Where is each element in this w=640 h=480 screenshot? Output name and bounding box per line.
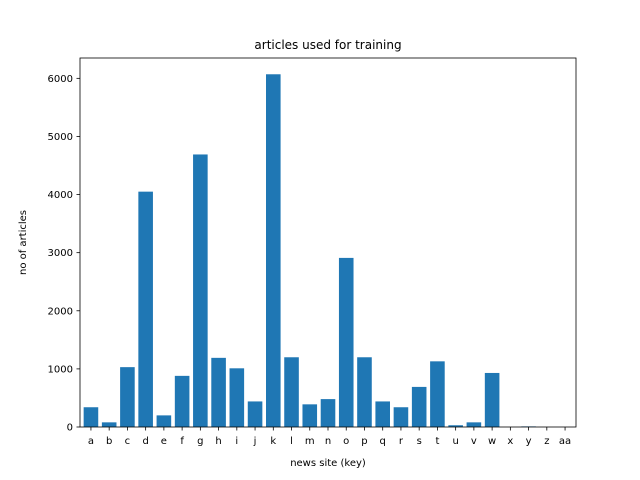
- x-tick-label: w: [488, 436, 496, 447]
- x-tick-label: k: [270, 436, 276, 447]
- bar-s: [411, 386, 427, 427]
- x-tick-label: b: [106, 436, 112, 447]
- x-tick-label: u: [452, 436, 458, 447]
- bar-b: [101, 422, 117, 427]
- plot-frame: [79, 57, 577, 428]
- x-axis-label: news site (key): [290, 458, 366, 469]
- x-tick-label: l: [290, 436, 293, 447]
- bar-v: [466, 422, 482, 427]
- bar-l: [284, 357, 299, 427]
- bar-t: [430, 361, 445, 427]
- bar-q: [375, 401, 390, 427]
- x-tick-label: m: [305, 436, 315, 447]
- x-tick-label: p: [361, 436, 367, 447]
- bar-p: [357, 357, 372, 427]
- bar-n: [320, 399, 336, 427]
- y-axis-label: no of articles: [18, 210, 29, 275]
- x-tick-label: i: [235, 436, 238, 447]
- bar-w: [484, 372, 500, 427]
- bars-group: [83, 74, 536, 427]
- y-tick-label: 3000: [48, 248, 73, 259]
- x-tick-label: h: [215, 436, 221, 447]
- y-tick-label: 4000: [48, 190, 73, 201]
- x-tick-label: f: [180, 436, 184, 447]
- y-tick-label: 2000: [48, 306, 73, 317]
- bar-d: [138, 191, 153, 427]
- x-axis-ticks: a b c d e f g h i j k l m n o p q r s t u v w x y z aa: [88, 427, 571, 447]
- y-tick-label: 1000: [48, 364, 73, 375]
- bar-g: [193, 154, 208, 427]
- x-tick-label: r: [399, 436, 404, 447]
- x-tick-label: o: [343, 436, 349, 447]
- bar-h: [211, 357, 226, 427]
- x-tick-label: v: [471, 436, 477, 447]
- y-tick-label: 6000: [48, 74, 73, 85]
- bar-u: [448, 425, 463, 427]
- x-tick-label: y: [526, 436, 532, 447]
- x-tick-label: e: [161, 436, 167, 447]
- x-tick-label: g: [197, 436, 203, 447]
- x-tick-label: z: [544, 436, 549, 447]
- x-tick-label: d: [142, 436, 148, 447]
- x-tick-label: aa: [559, 436, 571, 447]
- bar-i: [229, 368, 245, 427]
- bar-j: [247, 401, 263, 427]
- chart-title: articles used for training: [254, 38, 401, 52]
- bar-k: [266, 74, 281, 427]
- bar-o: [338, 257, 354, 427]
- bar-f: [174, 375, 190, 427]
- x-tick-label: q: [380, 436, 386, 447]
- x-tick-label: n: [325, 436, 331, 447]
- y-tick-label: 0: [67, 423, 73, 434]
- bar-a: [83, 407, 99, 427]
- x-tick-label: a: [88, 436, 94, 447]
- x-tick-label: s: [417, 436, 422, 447]
- x-tick-label: x: [507, 436, 513, 447]
- y-axis-ticks: 0 1000 2000 3000 4000 5000 6000: [48, 74, 80, 434]
- bar-c: [120, 367, 135, 427]
- x-tick-label: j: [253, 436, 257, 447]
- x-tick-label: t: [435, 436, 439, 447]
- x-tick-label: c: [125, 436, 131, 447]
- bar-r: [393, 407, 409, 427]
- bar-e: [156, 415, 172, 427]
- bar-m: [302, 404, 318, 427]
- y-tick-label: 5000: [48, 132, 73, 143]
